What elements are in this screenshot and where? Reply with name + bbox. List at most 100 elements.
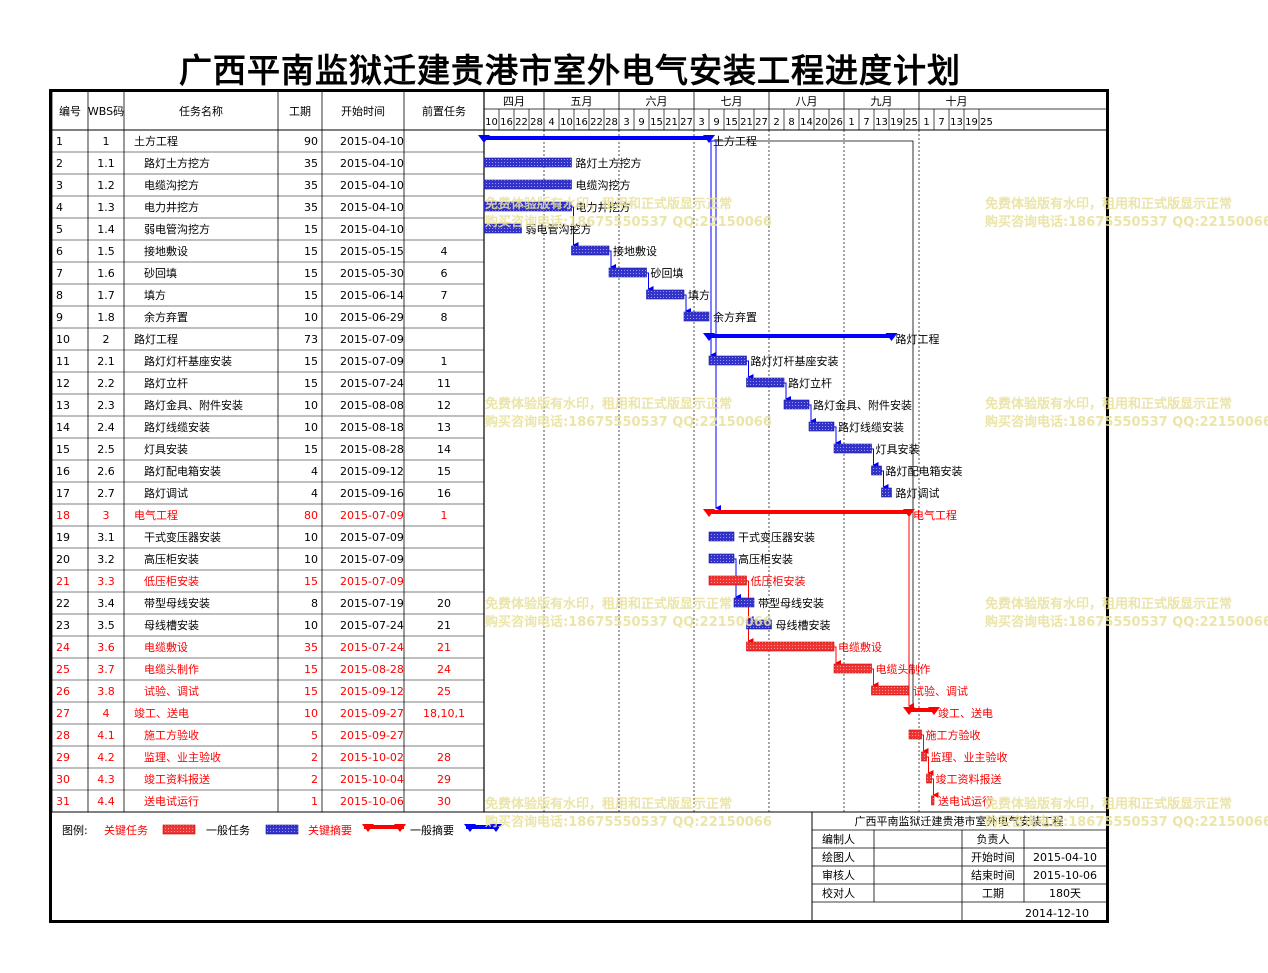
- tick-label: 9: [713, 117, 719, 128]
- bar-label: 电缆头制作: [876, 663, 931, 676]
- cell-duration: 15: [304, 685, 318, 698]
- cell-start: 2015-07-24: [340, 377, 404, 390]
- dependency-link: [881, 470, 889, 490]
- cell-duration: 10: [304, 399, 318, 412]
- tick-label: 27: [680, 117, 693, 128]
- cell-start: 2015-08-28: [340, 443, 404, 456]
- cell-duration: 15: [304, 443, 318, 456]
- cell-name: 电缆敷设: [144, 640, 188, 654]
- cell-duration: 35: [304, 201, 318, 214]
- cell-pred: 25: [437, 685, 451, 698]
- cell-wbs: 1.4: [97, 223, 115, 236]
- cell-name: 施工方验收: [144, 728, 199, 742]
- tick-label: 22: [515, 117, 528, 128]
- cell-start: 2015-08-08: [340, 399, 404, 412]
- cell-wbs: 3.8: [97, 685, 115, 698]
- cell-start: 2015-07-09: [340, 355, 404, 368]
- summary-cap: [478, 135, 490, 143]
- gantt-bar-23: [746, 619, 772, 630]
- cell-duration: 80: [304, 509, 318, 522]
- cell-start: 2015-05-15: [340, 245, 404, 258]
- cell-start: 2015-08-28: [340, 663, 404, 676]
- cell-pred: 13: [437, 421, 451, 434]
- summary-cap: [703, 509, 715, 517]
- tick-label: 25: [980, 117, 993, 128]
- cell-start: 2015-10-02: [340, 751, 404, 764]
- tick-label: 21: [665, 117, 678, 128]
- cell-wbs: 3.2: [97, 553, 115, 566]
- gantt-bar-5: [483, 223, 522, 234]
- cell-name: 砂回填: [144, 266, 177, 280]
- cell-duration: 4: [311, 465, 318, 478]
- cell-start: 2015-07-09: [340, 553, 404, 566]
- cell-id: 19: [56, 531, 70, 544]
- cell-duration: 10: [304, 619, 318, 632]
- tick-label: 7: [863, 117, 869, 128]
- gantt-bar-12: [746, 377, 785, 388]
- cell-start: 2015-04-10: [340, 157, 404, 170]
- cell-id: 20: [56, 553, 70, 566]
- cell-id: 11: [56, 355, 70, 368]
- cell-duration: 10: [304, 311, 318, 324]
- tick-label: 13: [875, 117, 888, 128]
- cell-start: 2015-04-10: [340, 135, 404, 148]
- col-header-duration: 工期: [289, 105, 311, 118]
- cell-duration: 35: [304, 179, 318, 192]
- cell-wbs: 3: [103, 509, 110, 522]
- cell-wbs: 2.3: [97, 399, 115, 412]
- cell-wbs: 4.3: [97, 773, 115, 786]
- cell-id: 6: [56, 245, 63, 258]
- info-label: 审核人: [822, 868, 855, 882]
- legend-label: 图例:: [62, 823, 88, 837]
- watermark-line1: 免费体验版有水印，租用和正式版显示正常: [985, 396, 1232, 412]
- cell-wbs: 4.2: [97, 751, 115, 764]
- cell-pred: 1: [441, 509, 448, 522]
- cell-id: 14: [56, 421, 70, 434]
- bar-label: 土方工程: [713, 134, 757, 148]
- bar-label: 施工方验收: [926, 728, 981, 742]
- cell-name: 余方弃置: [144, 310, 188, 324]
- cell-id: 9: [56, 311, 63, 324]
- cell-pred: 1: [441, 355, 448, 368]
- bar-label: 灯具安装: [876, 442, 920, 456]
- cell-start: 2015-09-27: [340, 707, 404, 720]
- cell-id: 28: [56, 729, 70, 742]
- summary-cap: [703, 135, 715, 143]
- cell-name: 路灯灯杆基座安装: [144, 354, 232, 368]
- gantt-bar-4: [483, 201, 572, 212]
- cell-pred: 14: [437, 443, 451, 456]
- cell-wbs: 2: [103, 333, 110, 346]
- cell-start: 2015-10-06: [340, 795, 404, 808]
- cell-name: 干式变压器安装: [144, 530, 221, 544]
- dependency-link: [609, 250, 616, 270]
- summary-cap: [903, 707, 915, 715]
- cell-name: 监理、业主验收: [144, 750, 221, 764]
- info-label: 负责人: [977, 832, 1010, 846]
- col-header-start: 开始时间: [341, 104, 385, 118]
- info-value: 2015-04-10: [1033, 851, 1097, 864]
- cell-wbs: 4: [103, 707, 110, 720]
- legend: 图例: 关键任务 一般任务 关键摘要 一般摘要: [62, 823, 502, 837]
- cell-pred: 6: [441, 267, 448, 280]
- cell-pred: 30: [437, 795, 451, 808]
- cell-name: 电缆头制作: [144, 663, 199, 676]
- bar-label: 竣工资料报送: [936, 772, 1002, 786]
- legend-cap: [464, 824, 502, 832]
- gantt-bar-6: [571, 245, 610, 256]
- cell-pred: 21: [437, 641, 451, 654]
- cell-id: 12: [56, 377, 70, 390]
- cell-name: 高压柜安装: [144, 552, 199, 566]
- tick-label: 21: [740, 117, 753, 128]
- info-project: 广西平南监狱迁建贵港市室外电气安装工程: [855, 814, 1064, 828]
- tick-label: 8: [788, 117, 794, 128]
- cell-duration: 8: [311, 597, 318, 610]
- gantt-bar-31: [931, 795, 935, 806]
- cell-id: 15: [56, 443, 70, 456]
- gantt-frame: [49, 89, 1109, 923]
- cell-pred: 20: [437, 597, 451, 610]
- gantt-bar-13: [783, 399, 810, 410]
- tick-label: 2: [773, 117, 779, 128]
- cell-wbs: 3.7: [97, 663, 115, 676]
- bar-label: 弱电管沟挖方: [526, 222, 592, 236]
- watermark-line2: 购买咨询电话:18675550537 QQ:22150066: [485, 814, 772, 830]
